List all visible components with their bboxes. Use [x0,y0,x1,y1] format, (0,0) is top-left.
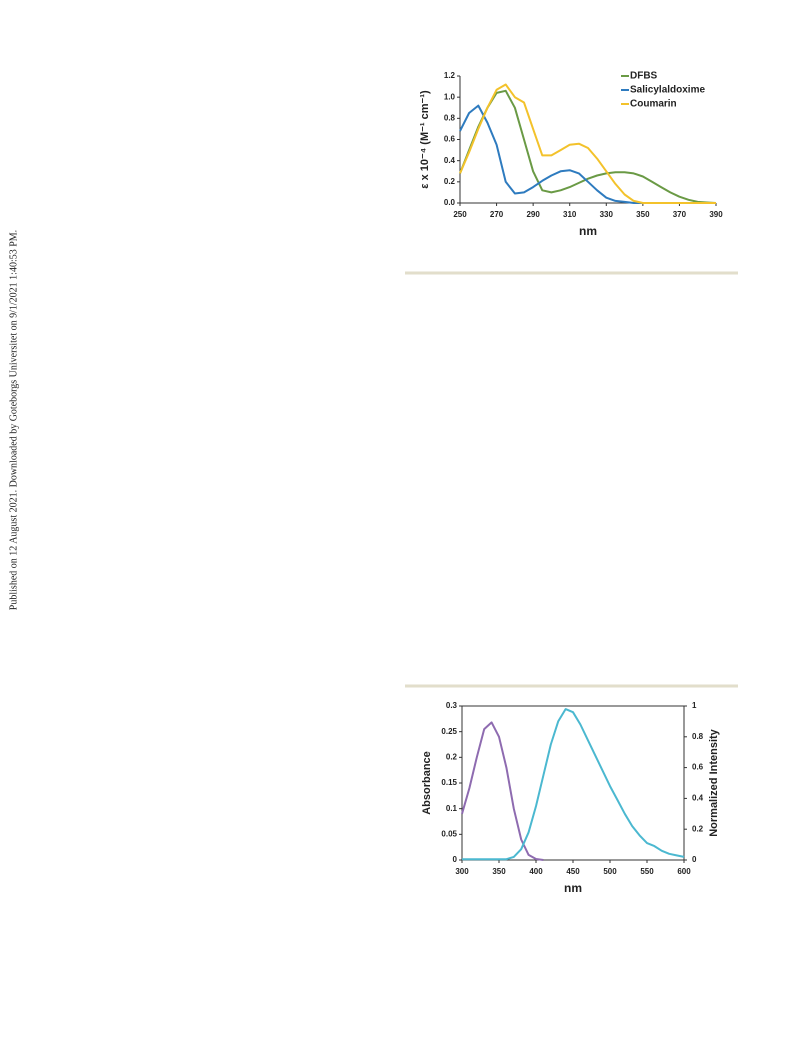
legend-label: DFBS [630,71,658,82]
legend-label: Salicylaldoxime [630,85,705,96]
y2-axis-label: Normalized Intensity [708,728,720,836]
x-tick-label: 290 [526,210,540,219]
x-tick-label: 370 [673,210,687,219]
data-line [462,708,685,861]
y-tick-label: 0.8 [444,113,456,122]
y-tick-label: 0.4 [444,156,456,165]
x-tick-label: 390 [709,210,723,219]
data-line [461,721,544,861]
data-line [459,83,716,204]
y-tick-label: 0.05 [441,829,457,838]
y-tick-label: 0.6 [444,135,456,144]
x-axis-label: nm [564,881,582,895]
x-tick-label: 600 [677,867,691,876]
y2-tick-label: 0.8 [692,732,704,741]
x-tick-label: 350 [492,867,506,876]
y-tick-label: 0 [453,855,458,864]
x-tick-label: 270 [490,210,504,219]
y2-tick-label: 1 [692,701,697,710]
x-tick-label: 500 [603,867,617,876]
x-tick-label: 250 [453,210,467,219]
y-tick-label: 0.3 [446,701,458,710]
y-tick-label: 0.0 [444,198,456,207]
legend-label: Coumarin [630,99,677,110]
y2-tick-label: 0.4 [692,794,704,803]
y-tick-label: 1.2 [444,71,456,80]
y-tick-label: 0.25 [441,727,457,736]
y-axis-label: Absorbance [421,751,433,815]
data-line [459,104,716,204]
y-tick-label: 1.0 [444,92,456,101]
x-tick-label: 300 [455,867,469,876]
x-tick-label: 330 [600,210,614,219]
x-tick-label: 450 [566,867,580,876]
data-line [459,89,717,204]
y-tick-label: 0.2 [444,177,456,186]
y-tick-label: 0.2 [446,752,458,761]
x-tick-label: 350 [636,210,650,219]
y-tick-label: 0.1 [446,804,458,813]
y-axis-label: ε x 10⁻⁴ (M⁻¹ cm⁻¹) [419,90,431,189]
y2-tick-label: 0.2 [692,824,704,833]
x-tick-label: 400 [529,867,543,876]
y2-tick-label: 0 [692,855,697,864]
x-tick-label: 550 [640,867,654,876]
y2-tick-label: 0.6 [692,763,704,772]
x-axis-label: nm [579,224,597,238]
margin-note: Published on 12 August 2021. Downloaded … [8,230,19,610]
y-tick-label: 0.15 [441,778,457,787]
x-tick-label: 310 [563,210,577,219]
